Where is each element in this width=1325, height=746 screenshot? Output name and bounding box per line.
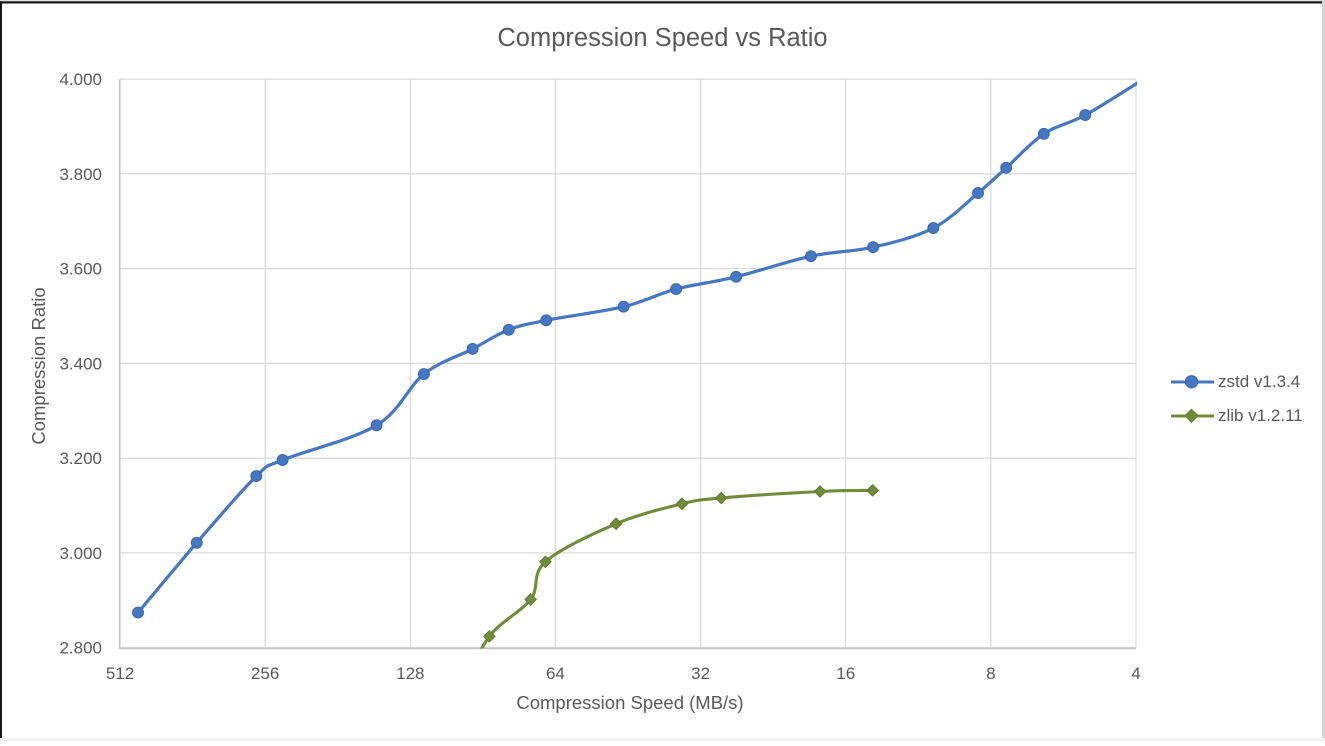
svg-text:3.400: 3.400 (59, 354, 102, 373)
svg-text:Compression Speed vs Ratio: Compression Speed vs Ratio (497, 24, 827, 52)
svg-text:3.600: 3.600 (59, 260, 102, 279)
svg-text:8: 8 (986, 664, 995, 683)
svg-text:128: 128 (396, 664, 424, 683)
svg-text:4.000: 4.000 (59, 70, 102, 89)
svg-text:Compression Speed (MB/s): Compression Speed (MB/s) (516, 692, 743, 713)
svg-text:32: 32 (691, 664, 710, 683)
svg-text:256: 256 (251, 664, 279, 683)
svg-text:3.800: 3.800 (59, 165, 102, 184)
svg-text:zlib v1.2.11: zlib v1.2.11 (1218, 406, 1303, 425)
svg-text:zstd v1.3.4: zstd v1.3.4 (1218, 372, 1300, 391)
svg-text:3.000: 3.000 (59, 544, 102, 563)
svg-text:2.800: 2.800 (59, 639, 102, 658)
svg-text:512: 512 (106, 664, 134, 683)
svg-text:16: 16 (836, 664, 855, 683)
svg-text:4: 4 (1131, 664, 1140, 683)
svg-text:3.200: 3.200 (59, 449, 102, 468)
svg-text:Compression Ratio: Compression Ratio (28, 287, 49, 444)
svg-text:64: 64 (546, 664, 565, 683)
